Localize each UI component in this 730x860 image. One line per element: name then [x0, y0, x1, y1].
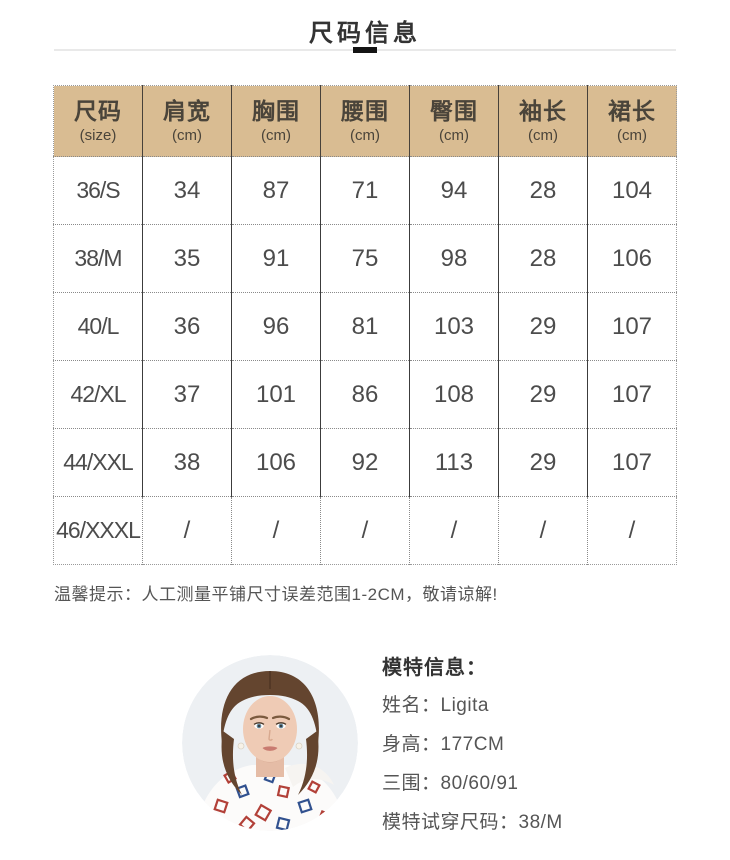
- col-header-unit: (cm): [261, 126, 291, 144]
- measure-cell: 106: [587, 224, 677, 293]
- measure-cell: 28: [498, 224, 588, 293]
- col-header-bust: 胸围 (cm): [231, 85, 321, 157]
- model-fitting-size-value: 38/M: [518, 812, 563, 833]
- measure-cell: /: [498, 496, 588, 565]
- measure-cell: 103: [409, 292, 499, 361]
- page-title: 尺码信息: [309, 20, 421, 47]
- measure-cell: 29: [498, 428, 588, 497]
- measure-cell: 38: [142, 428, 232, 497]
- col-header-unit: (cm): [528, 126, 558, 144]
- col-header-label: 腰围: [341, 98, 389, 125]
- model-info-section: 模特信息： 姓名：Ligita 身高：177CM 三围：80/60/91 模特试…: [0, 651, 730, 834]
- col-header-label: 胸围: [252, 98, 300, 125]
- col-header-unit: (cm): [350, 126, 380, 144]
- size-cell: 38/M: [53, 224, 143, 293]
- size-row-46xxxl: 46/XXXL / / / / / /: [53, 496, 677, 565]
- measure-cell: /: [587, 496, 677, 565]
- size-row-42xl: 42/XL 37 101 86 108 29 107: [53, 360, 677, 429]
- measurement-tip: 温馨提示：人工测量平铺尺寸误差范围1-2CM，敬请谅解!: [54, 585, 498, 604]
- model-name-line: 姓名：Ligita: [382, 690, 563, 717]
- measure-cell: 108: [409, 360, 499, 429]
- size-row-44xxl: 44/XXL 38 106 92 113 29 107: [53, 428, 677, 497]
- measure-cell: 107: [587, 360, 677, 429]
- size-cell: 46/XXXL: [53, 496, 143, 565]
- col-header-label: 肩宽: [163, 98, 211, 125]
- size-info-page: 尺码信息 尺码 (size) 肩宽 (cm) 胸围 (cm) 腰围 (cm) 臀围 (cm…: [0, 0, 730, 834]
- model-fitting-size-line: 模特试穿尺码：38/M: [382, 807, 563, 834]
- measure-cell: /: [409, 496, 499, 565]
- size-table: 尺码 (size) 肩宽 (cm) 胸围 (cm) 腰围 (cm) 臀围 (cm) 袖长(…: [53, 85, 677, 565]
- col-header-label: 裙长: [608, 98, 656, 125]
- measure-cell: 28: [498, 156, 588, 225]
- col-header-label: 袖长: [519, 98, 567, 125]
- col-header-unit: (cm): [172, 126, 202, 144]
- measure-cell: 87: [231, 156, 321, 225]
- size-cell: 40/L: [53, 292, 143, 361]
- measure-cell: 104: [587, 156, 677, 225]
- measure-cell: 86: [320, 360, 410, 429]
- measure-cell: 98: [409, 224, 499, 293]
- size-table-header-row: 尺码 (size) 肩宽 (cm) 胸围 (cm) 腰围 (cm) 臀围 (cm) 袖长(…: [53, 85, 677, 157]
- measure-cell: /: [320, 496, 410, 565]
- col-header-shoulder: 肩宽 (cm): [142, 85, 232, 157]
- size-cell: 42/XL: [53, 360, 143, 429]
- model-photo: [182, 654, 358, 831]
- model-height-line: 身高：177CM: [382, 729, 563, 756]
- model-measurements-label: 三围：: [382, 773, 441, 794]
- col-header-unit: (size): [79, 126, 117, 144]
- col-header-hip: 臀围 (cm): [409, 85, 499, 157]
- measure-cell: 75: [320, 224, 410, 293]
- size-cell: 44/XXL: [53, 428, 143, 497]
- model-info-title: 模特信息：: [382, 657, 487, 679]
- measure-cell: 35: [142, 224, 232, 293]
- measure-cell: 37: [142, 360, 232, 429]
- size-row-38m: 38/M 35 91 75 98 28 106: [53, 224, 677, 293]
- measure-cell: 29: [498, 360, 588, 429]
- measure-cell: 107: [587, 428, 677, 497]
- model-fitting-size-label: 模特试穿尺码：: [382, 812, 519, 833]
- model-measurements-value: 80/60/91: [440, 773, 519, 794]
- model-portrait-illustration: [182, 654, 358, 831]
- col-header-waist: 腰围 (cm): [320, 85, 410, 157]
- title-accent-bar: [353, 47, 377, 53]
- measure-cell: 36: [142, 292, 232, 361]
- title-divider: [54, 47, 676, 53]
- measure-cell: 107: [587, 292, 677, 361]
- model-measurements-line: 三围：80/60/91: [382, 768, 563, 795]
- col-header-size: 尺码 (size): [53, 85, 143, 157]
- model-name-value: Ligita: [440, 695, 489, 716]
- measure-cell: 113: [409, 428, 499, 497]
- measure-cell: 34: [142, 156, 232, 225]
- measure-cell: 101: [231, 360, 321, 429]
- model-height-value: 177CM: [440, 734, 505, 755]
- col-header-unit: (cm): [617, 126, 647, 144]
- measure-cell: 94: [409, 156, 499, 225]
- measure-cell: 96: [231, 292, 321, 361]
- col-header-unit: (cm): [439, 126, 469, 144]
- measure-cell: 91: [231, 224, 321, 293]
- model-name-label: 姓名：: [382, 695, 441, 716]
- measure-cell: 92: [320, 428, 410, 497]
- size-cell: 36/S: [53, 156, 143, 225]
- col-header-skirt: 裙长 (cm): [587, 85, 677, 157]
- measure-cell: 29: [498, 292, 588, 361]
- measure-cell: 106: [231, 428, 321, 497]
- measure-cell: 71: [320, 156, 410, 225]
- model-info-text: 模特信息： 姓名：Ligita 身高：177CM 三围：80/60/91 模特试…: [382, 651, 563, 834]
- measure-cell: 81: [320, 292, 410, 361]
- col-header-label: 臀围: [430, 98, 478, 125]
- size-row-36s: 36/S 34 87 71 94 28 104: [53, 156, 677, 225]
- size-row-40l: 40/L 36 96 81 103 29 107: [53, 292, 677, 361]
- page-header: 尺码信息: [0, 0, 730, 85]
- measure-cell: /: [231, 496, 321, 565]
- col-header-sleeve: 袖长 (cm): [498, 85, 588, 157]
- model-height-label: 身高：: [382, 734, 441, 755]
- measure-cell: /: [142, 496, 232, 565]
- col-header-label: 尺码: [74, 98, 122, 125]
